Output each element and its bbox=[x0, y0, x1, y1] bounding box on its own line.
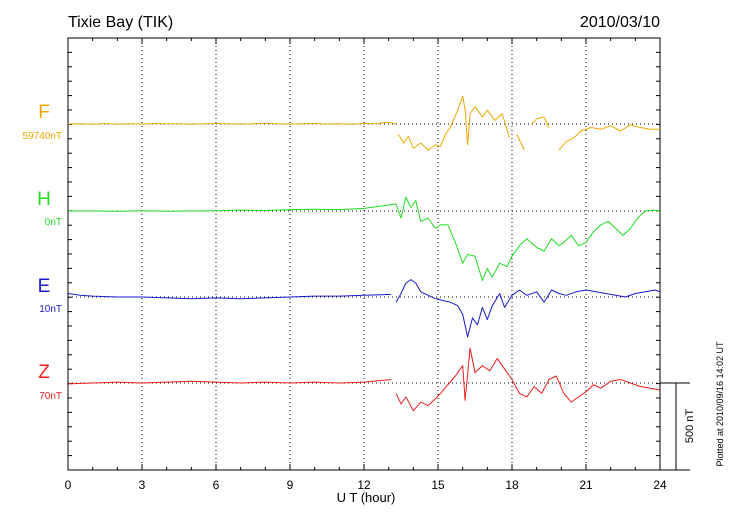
x-tick-label: 6 bbox=[213, 478, 220, 492]
series-name-e: E bbox=[38, 276, 51, 297]
x-tick-label: 3 bbox=[139, 478, 146, 492]
chart-date: 2010/03/10 bbox=[580, 14, 660, 31]
series-name-z: Z bbox=[38, 362, 50, 383]
x-tick-label: 9 bbox=[287, 478, 294, 492]
x-tick-label: 21 bbox=[579, 478, 593, 492]
series-group bbox=[67, 95, 661, 412]
series-baseline-e: 10nT bbox=[39, 304, 62, 315]
x-tick-label: 24 bbox=[653, 478, 667, 492]
series-name-h: H bbox=[37, 189, 51, 210]
x-tick-labels: 0 3 6 9 12 15 18 21 24 bbox=[65, 478, 667, 492]
x-tick-label: 18 bbox=[505, 478, 519, 492]
series-baseline-z: 70nT bbox=[39, 391, 62, 402]
x-tick-label: 0 bbox=[65, 478, 72, 492]
series-line-h bbox=[68, 196, 661, 282]
plotted-note: Plotted at 2010/09/16 14:02 UT bbox=[715, 341, 725, 467]
scale-bar: 500 nT bbox=[660, 382, 696, 471]
series-name-f: F bbox=[38, 102, 50, 123]
series-line-z bbox=[67, 347, 661, 412]
x-tick-label: 15 bbox=[431, 478, 445, 492]
scale-bar-label: 500 nT bbox=[684, 409, 696, 444]
series-labels: F 59740nT H 0nT E 10nT Z 70nT bbox=[23, 102, 62, 402]
series-line-f bbox=[67, 95, 660, 151]
series-line-e bbox=[67, 279, 661, 338]
series-baseline-f: 59740nT bbox=[23, 131, 62, 142]
chart-title: Tixie Bay (TIK) bbox=[68, 14, 173, 31]
series-baseline-h: 0nT bbox=[45, 217, 62, 228]
x-tick-label: 12 bbox=[357, 478, 371, 492]
x-axis-label: U T (hour) bbox=[337, 490, 396, 505]
grid-lines bbox=[68, 38, 660, 470]
